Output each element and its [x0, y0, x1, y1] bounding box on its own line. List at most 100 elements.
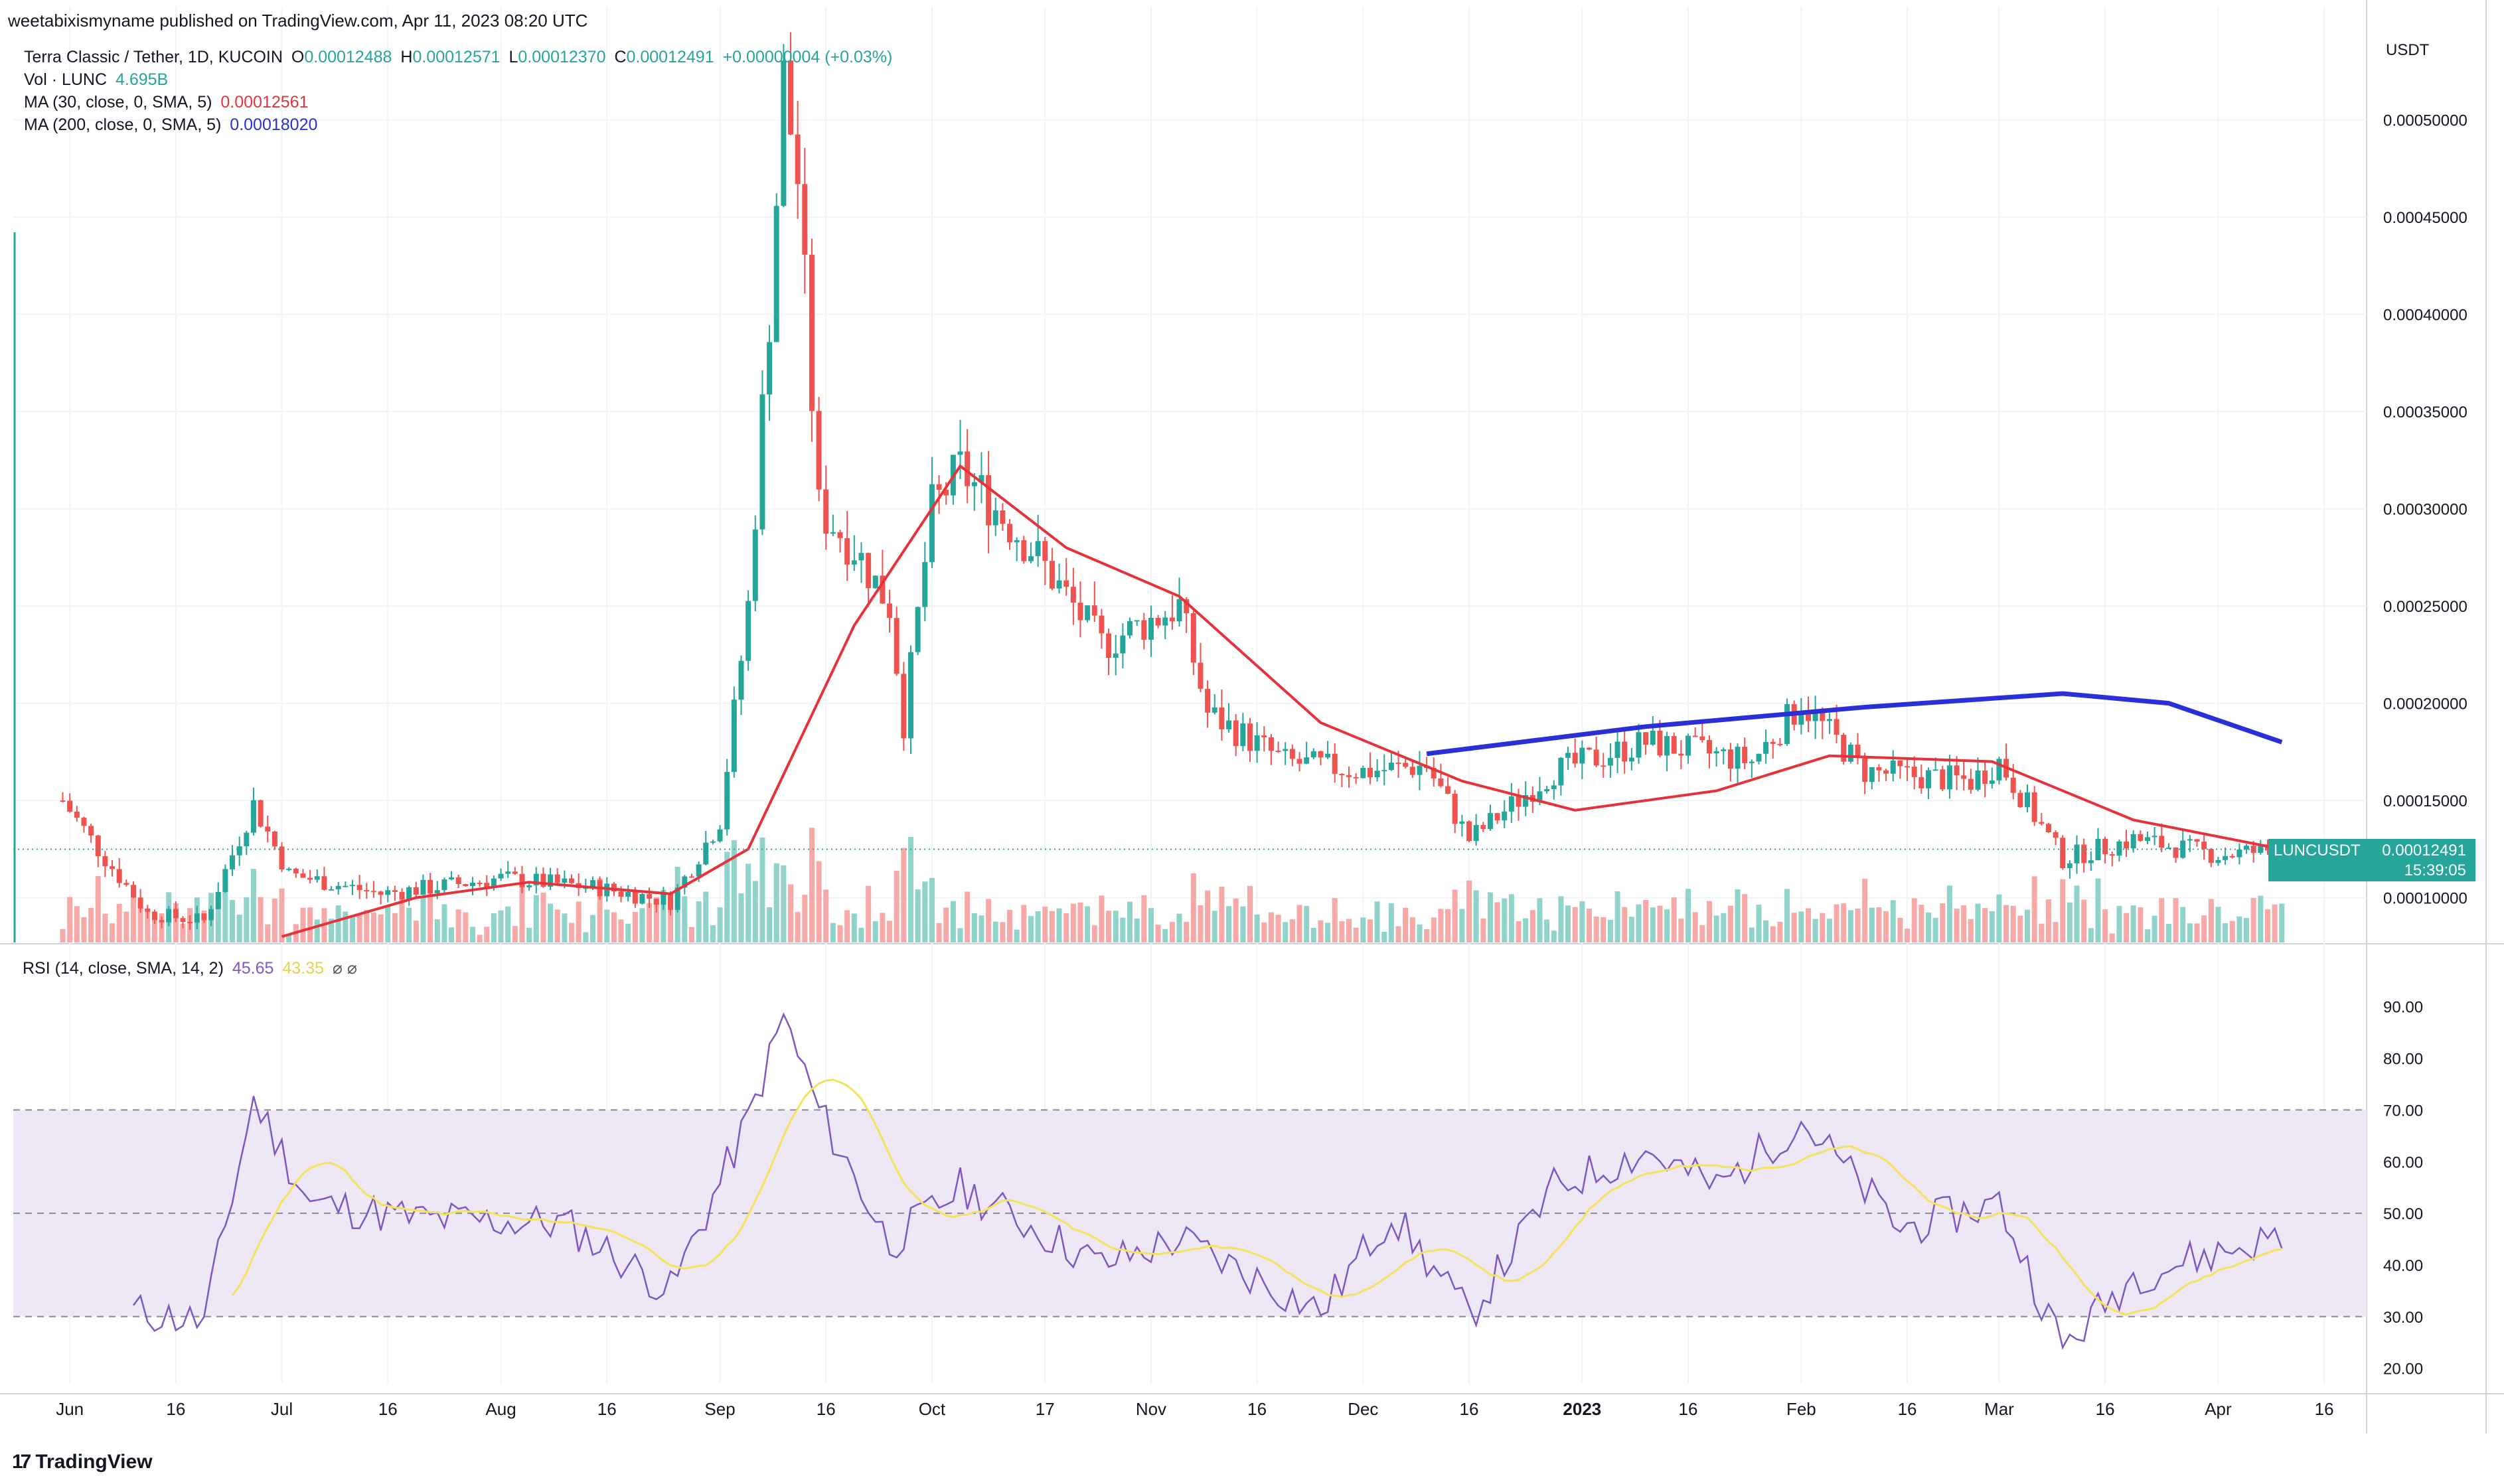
volume-bar: [1275, 915, 1281, 942]
candle-body: [611, 883, 617, 892]
volume-bar: [837, 925, 843, 942]
candle-body: [1247, 723, 1253, 751]
rsi-tick-label: 30.00: [2383, 1309, 2423, 1327]
candle-body: [250, 800, 256, 833]
volume-bar: [1855, 908, 1861, 942]
candle-body: [1120, 635, 1126, 654]
volume-bar: [102, 913, 108, 942]
candle-body: [1820, 711, 1826, 721]
candle-body: [540, 873, 546, 887]
candle-body: [406, 887, 412, 899]
tradingview-logo[interactable]: 17 TradingView: [12, 1451, 153, 1473]
volume-bar: [1650, 907, 1656, 942]
volume-bar: [1706, 901, 1712, 942]
volume-bar: [1946, 885, 1952, 942]
volume-bar: [1077, 902, 1083, 942]
volume-bar: [1876, 907, 1882, 942]
volume-bar: [682, 896, 688, 942]
candle-body: [187, 921, 193, 923]
volume-bar: [1601, 917, 1606, 942]
candle-body: [265, 826, 271, 832]
candle-body: [957, 451, 963, 455]
volume-bar: [1671, 897, 1677, 942]
volume-bar: [1431, 917, 1437, 942]
candle-body: [1028, 556, 1034, 561]
volume-bar: [1212, 911, 1217, 942]
candle-body: [1763, 741, 1769, 754]
candle-body: [2010, 777, 2016, 793]
candle-body: [1812, 711, 1818, 721]
volume-bar: [1063, 913, 1069, 942]
candle-body: [2053, 832, 2059, 838]
volume-bar: [1007, 909, 1013, 942]
candle-body: [661, 894, 666, 905]
candle-body: [1841, 735, 1847, 762]
volume-bar: [823, 889, 829, 942]
candle-body: [1000, 510, 1006, 524]
volume-bar: [1028, 916, 1034, 942]
volume-bar: [1296, 905, 1302, 942]
candle-body: [887, 603, 893, 619]
rsi-tick-label: 50.00: [2383, 1205, 2423, 1223]
volume-bar: [2165, 923, 2171, 942]
candle-body: [307, 877, 313, 880]
volume-bar: [639, 908, 645, 942]
candle-body: [710, 841, 716, 843]
legend-close: 0.00012491: [626, 48, 714, 66]
publish-caption: weetabixismyname published on TradingVie…: [8, 11, 588, 31]
volume-bar: [1544, 919, 1550, 942]
candle-body: [420, 879, 426, 895]
volume-bar: [548, 903, 554, 942]
candle-body: [1289, 749, 1295, 759]
volume-bar: [1141, 895, 1147, 942]
candle-body: [370, 891, 376, 893]
candle-body: [222, 869, 228, 893]
legend-high-label: H: [400, 48, 413, 66]
candle-body: [116, 869, 122, 883]
volume-bar: [1826, 919, 1832, 942]
candle-body: [526, 885, 532, 887]
legend-ma30: MA (30, close, 0, SMA, 5) 0.00012561: [24, 93, 312, 112]
candle-body: [1339, 774, 1345, 776]
time-tick-label: 2023: [1563, 1399, 1601, 1419]
legend-rsi-icons[interactable]: ⌀ ⌀: [332, 959, 357, 978]
volume-bar: [1565, 905, 1571, 942]
candle-body: [1671, 736, 1677, 754]
volume-bar: [95, 876, 101, 942]
time-tick-label: Feb: [1786, 1399, 1816, 1419]
candle-body: [632, 891, 638, 904]
volume-bar: [222, 868, 228, 942]
candle-body: [1162, 617, 1168, 626]
candle-body: [1607, 758, 1613, 766]
candle-body: [1869, 767, 1875, 782]
candle-body: [173, 909, 179, 919]
legend-rsi-label: RSI (14, close, SMA, 14, 2): [23, 959, 224, 978]
candle-body: [2102, 838, 2108, 855]
volume-bar: [781, 865, 787, 942]
candle-body: [349, 885, 355, 887]
volume-bar: [2081, 899, 2087, 942]
volume-bar: [1508, 894, 1514, 942]
time-tick-label: Aug: [485, 1399, 516, 1419]
candle-body: [724, 772, 730, 830]
candle-body: [1070, 587, 1076, 603]
candle-body: [915, 607, 921, 652]
volume-bar: [2223, 923, 2229, 942]
volume-bar: [562, 913, 568, 942]
candle-body: [1862, 755, 1868, 782]
volume-bar: [420, 896, 426, 942]
volume-bar: [2279, 903, 2285, 942]
price-tick-label: 0.00015000: [2383, 792, 2467, 810]
volume-bar: [703, 891, 709, 942]
legend-ma200-label: MA (200, close, 0, SMA, 5): [24, 115, 222, 134]
volume-bar: [1190, 873, 1196, 942]
candle-body: [2124, 841, 2130, 849]
candle-body: [399, 891, 405, 899]
candle-body: [1784, 704, 1790, 744]
candle-body: [1261, 735, 1267, 737]
legend-open: 0.00012488: [304, 48, 392, 66]
volume-bar: [526, 927, 532, 942]
candle-body: [2187, 839, 2193, 841]
volume-bar: [1310, 928, 1316, 942]
